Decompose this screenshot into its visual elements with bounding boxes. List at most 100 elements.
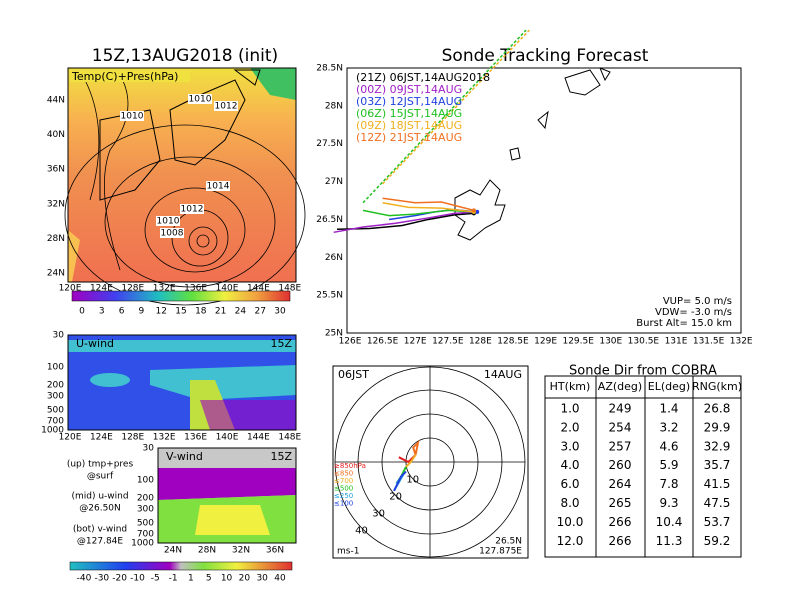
contour-label-bg [156,216,180,226]
contour-label-bg [160,228,184,238]
legend-entry: (06Z) 15JST,14AUG [356,107,462,120]
cold-region [250,68,296,100]
x-tick-label: 127E [404,337,427,347]
table-cell: 10.4 [656,515,683,529]
x-tick-label: 127.5E [432,337,464,347]
sonde-track [382,202,474,213]
sonde-track [382,197,475,212]
table-cell: 26.8 [704,402,731,416]
y-tick-label: 30 [53,331,65,341]
run-info: Burst Alt= 15.0 km [636,318,732,329]
y-tick-label: 28.5N [316,64,343,74]
u-wind-frame [67,334,297,431]
y-tick-label: 500 [137,519,154,529]
ring-label: 10 [406,474,419,485]
colorbar-label: 1 [188,574,194,584]
table-header: EL(deg) [648,380,690,393]
contour-label-bg [214,101,238,111]
hodo-level: ≤700 [334,477,353,485]
v-wind-frame [157,447,297,544]
colorbar-label: 30 [274,307,286,317]
track-end [475,209,480,214]
y-tick-label: 500 [47,406,64,416]
x-tick-label: 124E [90,433,113,443]
colorbar-label: 3 [99,307,105,317]
colorbar-label: -10 [130,574,145,584]
y-tick-label: 44N [47,96,65,106]
contour-label-bg [180,204,204,214]
y-tick-label: 27.5N [316,139,343,149]
table-cell: 47.5 [704,496,731,510]
note: (bot) v-wind [73,525,127,535]
table-cell: 1.0 [560,402,579,416]
colorbar-label: 10 [221,574,233,584]
colorbar-label: 21 [215,307,226,317]
hodo-level: ≥850hPa [334,462,366,470]
ring-label: 40 [355,525,368,536]
colorbar-label: 0 [79,307,85,317]
contour-label: 1010 [157,217,180,227]
y-tick-label: 1000 [41,426,64,436]
colorbar-label: 15 [175,307,186,317]
x-tick-label: 129.5E [562,337,594,347]
hodo-level: ≤500 [334,485,353,493]
colorbar-label: 20 [239,574,251,584]
y-tick-label: 36N [47,165,65,175]
table-cell: 3.0 [560,439,579,453]
y-tick-label: 40N [47,130,65,140]
x-tick-label: 140E [216,284,239,294]
table-title: Sonde Dir from COBRA [569,364,717,379]
run-info: VUP= 5.0 m/s [663,296,732,307]
hodograph-rings [334,366,526,558]
y-tick-label: 26N [325,253,343,263]
colorbar-label: 5 [206,574,212,584]
contour-label: 1010 [121,112,144,122]
contour-label: 1010 [189,95,212,105]
note: @surf [87,472,114,482]
y-tick-label: 300 [137,505,154,515]
table-cell: 11.3 [656,534,683,548]
contour-label: 1012 [215,102,238,112]
colorbar-label: -1 [169,574,178,584]
contour-label: 1008 [161,229,184,239]
y-tick-label: 200 [137,494,154,504]
colorbar-label: 40 [274,574,286,584]
sonde-track [333,211,478,234]
colorbar-label: 27 [254,307,265,317]
table-cell: 249 [609,402,632,416]
track-end [471,208,476,213]
table-cell: 257 [609,439,632,453]
colorbar-label: -40 [77,574,92,584]
x-tick-label: 144E [247,433,270,443]
tracking-frame [346,67,742,334]
x-tick-label: 128E [469,337,492,347]
map-title: 15Z,13AUG2018 (init) [92,46,278,66]
u-wind-band [68,340,296,352]
hodo-time: 06JST [338,368,369,381]
table-cell: 260 [609,458,632,472]
contour-label-bg [188,94,212,104]
x-tick-label: 148E [278,284,301,294]
tracking-title: Sonde Tracking Forecast [442,46,649,66]
table-cell: 35.7 [704,458,731,472]
legend-entry: (21Z) 06JST,14AUG2018 [356,71,490,84]
y-tick-label: 1000 [131,539,154,549]
table-cell: 266 [609,515,632,529]
sonde-track [382,29,530,185]
hodo-segment [405,454,417,468]
legend-entry: (03Z) 12JST,14AUG [356,95,462,108]
table-cell: 53.7 [704,515,731,529]
colorbar-label: -30 [94,574,109,584]
table-cell: 32.9 [704,439,731,453]
table-cell: 10.0 [557,515,584,529]
colorbar-label: 6 [119,307,125,317]
wind-colorbar [69,561,293,571]
legend-entry: (12Z) 21JST,14AUG [356,131,462,144]
hodo-lat: 26.5N [495,537,522,547]
map-label-bg [70,70,190,82]
note: @127.84E [77,537,123,547]
ring-label: 20 [389,491,402,502]
x-tick-label: 130.5E [628,337,660,347]
contour-label-bg [206,181,230,191]
